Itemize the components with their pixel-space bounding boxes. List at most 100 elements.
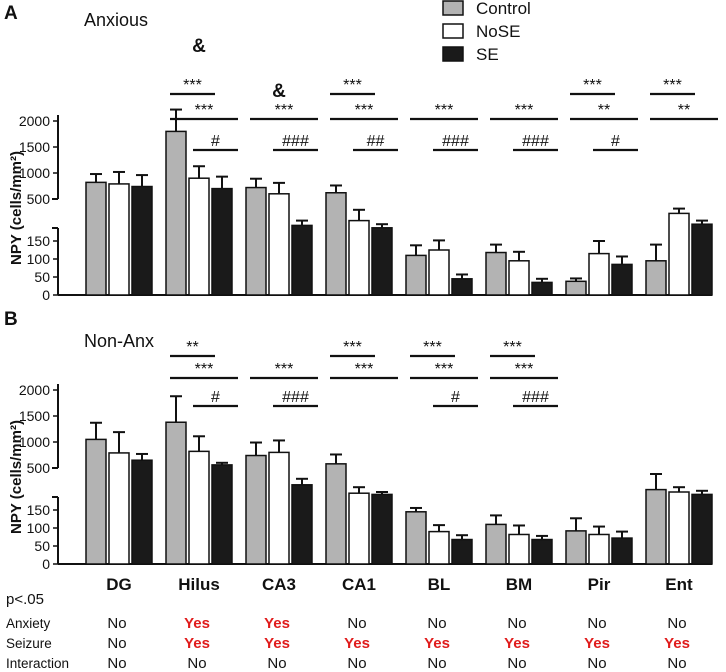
panel-a-bar-se <box>691 223 713 296</box>
panel-b-bar-control <box>565 530 587 565</box>
panel-b-bar-nose <box>588 533 610 565</box>
panel-a-y-tick-label: 500 <box>27 191 51 207</box>
panel-a-significance-label: *** <box>183 77 202 94</box>
panel-b-bar-control <box>85 438 107 565</box>
panel-a-bar-nose <box>588 252 610 296</box>
stats-table: p<.05 Anxiety Seizure Interaction No Yes Y… <box>6 591 690 672</box>
stats-cell-seizure: Yes <box>344 635 370 652</box>
panel-a-significance-label: ### <box>282 133 309 150</box>
panel-a-bar-nose <box>268 193 290 296</box>
category-label: Ent <box>665 575 693 594</box>
panel-a-significance-label: ** <box>678 102 690 119</box>
panel-b-significance-label: *** <box>195 361 214 378</box>
panel-a-significance-label: # <box>211 133 220 150</box>
panel-a-y-tick-label: 150 <box>27 233 51 249</box>
panel-a-bar-control <box>245 186 267 296</box>
panel-a-plot: 500100015002000050100150&&******#***###*… <box>19 36 718 303</box>
panel-a-bar-se <box>211 187 233 296</box>
stats-cell-seizure: Yes <box>424 635 450 652</box>
panel-b-bar-nose <box>348 492 370 565</box>
panel-b-y-tick-label: 150 <box>27 502 51 518</box>
panel-b-y-tick-label: 2000 <box>19 382 50 398</box>
panel-a-letter: A <box>4 3 18 24</box>
panel-b-letter: B <box>4 309 18 330</box>
panel-a-bar-control <box>85 181 107 296</box>
legend-label-se: SE <box>476 45 499 64</box>
panel-b-significance-label: *** <box>435 361 454 378</box>
stats-cell-seizure: Yes <box>184 635 210 652</box>
category-label: Pir <box>588 575 611 594</box>
panel-a-bar-nose <box>348 219 370 296</box>
panel-a-bar-se <box>451 278 473 296</box>
panel-b-y-tick-label: 0 <box>42 556 50 572</box>
panel-a-significance-label: *** <box>663 77 682 94</box>
panel-a-ylabel: NPY (cells/mm²) <box>8 151 25 265</box>
panel-b-bar-nose <box>508 533 530 565</box>
panel-a-bar-control <box>485 251 507 296</box>
stats-cell-anxiety: Yes <box>264 615 290 632</box>
panel-b-bar-control <box>645 488 667 565</box>
panel-a-bar-se <box>131 185 153 296</box>
panel-b-significance-label: ### <box>522 389 549 406</box>
panel-b-bar-control <box>405 511 427 565</box>
panel-b-bar-nose <box>668 491 690 565</box>
panel-b-bar-control <box>245 454 267 565</box>
panel-a-bar-se <box>291 224 313 296</box>
panel-b-bar-se <box>691 493 713 565</box>
panel-a-bar-nose <box>188 177 210 296</box>
panel-b-plot: 500100015002000050100150*****#***###****… <box>19 339 713 572</box>
legend-swatch-se <box>442 46 464 62</box>
panel-b-y-tick-label: 50 <box>34 538 50 554</box>
category-label: Hilus <box>178 575 220 594</box>
legend-label-control: Control <box>476 0 531 18</box>
panel-b-significance-label: ### <box>282 389 309 406</box>
panel-b-bar-nose <box>188 450 210 565</box>
panel-a-significance-label: ** <box>598 102 610 119</box>
panel-a-bar-control <box>645 260 667 296</box>
stats-cell-anxiety: No <box>347 615 366 632</box>
stats-cell-seizure: Yes <box>504 635 530 652</box>
panel-a-bar-control <box>325 192 347 296</box>
panel-a-bar-control <box>405 254 427 296</box>
legend-item-se: SE <box>442 45 499 64</box>
stats-cell-seizure: Yes <box>584 635 610 652</box>
panel-a-bar-nose <box>668 212 690 296</box>
panel-a-significance-label: ## <box>367 133 385 150</box>
panel-b-y-tick-label: 500 <box>27 460 51 476</box>
legend: Control NoSE SE <box>442 0 531 64</box>
panel-a-bar-se <box>531 281 553 296</box>
panel-b-bar-se <box>131 459 153 565</box>
stats-cell-interaction: No <box>667 655 686 672</box>
stats-row-label-seizure: Seizure <box>6 636 52 651</box>
panel-a: A Anxious NPY (cells/mm²) 50010001500200… <box>4 3 718 303</box>
panel-b-significance-label: *** <box>515 361 534 378</box>
stats-cell-seizure: No <box>107 635 126 652</box>
panel-b-bar-control <box>485 523 507 565</box>
panel-b-bar-se <box>371 493 393 565</box>
category-label: DG <box>106 575 132 594</box>
panel-b-significance-label: *** <box>423 339 442 356</box>
panel-b-significance-label: # <box>211 389 220 406</box>
stats-cell-anxiety: No <box>587 615 606 632</box>
legend-swatch-nose <box>442 23 464 39</box>
stats-cell-anxiety: No <box>507 615 526 632</box>
panel-a-significance-label: # <box>611 133 620 150</box>
panel-a-significance-label: *** <box>343 77 362 94</box>
panel-a-bar-se <box>371 227 393 296</box>
legend-swatch-control <box>442 0 464 16</box>
panel-a-title: Anxious <box>84 10 148 30</box>
panel-a-bar-nose <box>508 260 530 296</box>
stats-cell-interaction: No <box>107 655 126 672</box>
panel-b-significance-label: *** <box>343 339 362 356</box>
panel-a-bar-control <box>565 280 587 296</box>
panel-b-significance-label: ** <box>186 339 198 356</box>
stats-cell-interaction: No <box>347 655 366 672</box>
panel-a-y-tick-label: 50 <box>34 269 50 285</box>
panel-b-significance-label: *** <box>275 361 294 378</box>
panel-a-y-tick-label: 100 <box>27 251 51 267</box>
category-label: CA3 <box>262 575 296 594</box>
stats-cell-anxiety: Yes <box>184 615 210 632</box>
panel-b-significance-label: *** <box>503 339 522 356</box>
legend-label-nose: NoSE <box>476 22 520 41</box>
